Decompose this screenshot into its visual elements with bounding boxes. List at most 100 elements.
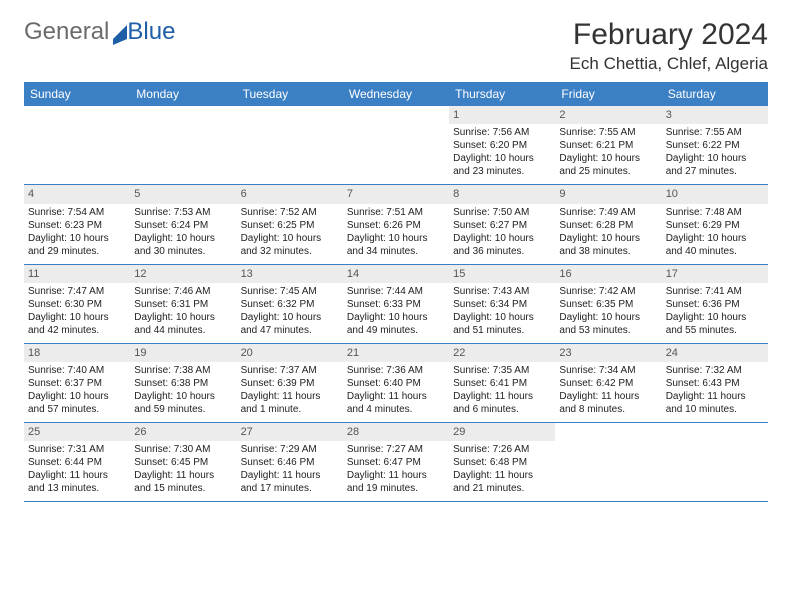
daylight-text: Daylight: 10 hours — [134, 311, 232, 324]
calendar-day-cell: 21Sunrise: 7:36 AMSunset: 6:40 PMDayligh… — [343, 343, 449, 422]
sunset-text: Sunset: 6:31 PM — [134, 298, 232, 311]
sunset-text: Sunset: 6:30 PM — [28, 298, 126, 311]
daylight-text: Daylight: 10 hours — [241, 232, 339, 245]
calendar-day-cell: 26Sunrise: 7:30 AMSunset: 6:45 PMDayligh… — [130, 423, 236, 502]
calendar-week-row: 4Sunrise: 7:54 AMSunset: 6:23 PMDaylight… — [24, 185, 768, 264]
calendar-header-row: SundayMondayTuesdayWednesdayThursdayFrid… — [24, 82, 768, 106]
sunrise-text: Sunrise: 7:36 AM — [347, 364, 445, 377]
daylight-text: Daylight: 10 hours — [453, 311, 551, 324]
day-number: 27 — [237, 423, 343, 441]
calendar-day-cell: 20Sunrise: 7:37 AMSunset: 6:39 PMDayligh… — [237, 343, 343, 422]
day-number: 1 — [449, 106, 555, 124]
day-header: Thursday — [449, 82, 555, 106]
sunset-text: Sunset: 6:37 PM — [28, 377, 126, 390]
daylight-text: Daylight: 10 hours — [666, 232, 764, 245]
daylight-text: Daylight: 10 hours — [28, 390, 126, 403]
sunset-text: Sunset: 6:44 PM — [28, 456, 126, 469]
sunrise-text: Sunrise: 7:43 AM — [453, 285, 551, 298]
sunset-text: Sunset: 6:21 PM — [559, 139, 657, 152]
sunset-text: Sunset: 6:34 PM — [453, 298, 551, 311]
day-number: 26 — [130, 423, 236, 441]
daylight-text: and 59 minutes. — [134, 403, 232, 416]
daylight-text: and 51 minutes. — [453, 324, 551, 337]
sunrise-text: Sunrise: 7:45 AM — [241, 285, 339, 298]
day-number: 18 — [24, 344, 130, 362]
calendar-day-cell: 1Sunrise: 7:56 AMSunset: 6:20 PMDaylight… — [449, 106, 555, 185]
daylight-text: Daylight: 10 hours — [347, 232, 445, 245]
calendar-day-cell: 3Sunrise: 7:55 AMSunset: 6:22 PMDaylight… — [662, 106, 768, 185]
day-number: 11 — [24, 265, 130, 283]
day-header: Sunday — [24, 82, 130, 106]
day-header: Wednesday — [343, 82, 449, 106]
daylight-text: and 23 minutes. — [453, 165, 551, 178]
sunset-text: Sunset: 6:41 PM — [453, 377, 551, 390]
title-block: February 2024 Ech Chettia, Chlef, Algeri… — [570, 18, 768, 74]
daylight-text: and 13 minutes. — [28, 482, 126, 495]
daylight-text: and 6 minutes. — [453, 403, 551, 416]
day-number: 22 — [449, 344, 555, 362]
day-number: 5 — [130, 185, 236, 203]
daylight-text: Daylight: 10 hours — [241, 311, 339, 324]
sunrise-text: Sunrise: 7:49 AM — [559, 206, 657, 219]
daylight-text: Daylight: 11 hours — [28, 469, 126, 482]
daylight-text: and 19 minutes. — [347, 482, 445, 495]
day-number: 2 — [555, 106, 661, 124]
sunset-text: Sunset: 6:43 PM — [666, 377, 764, 390]
day-header: Friday — [555, 82, 661, 106]
calendar-week-row: 18Sunrise: 7:40 AMSunset: 6:37 PMDayligh… — [24, 343, 768, 422]
sunrise-text: Sunrise: 7:41 AM — [666, 285, 764, 298]
daylight-text: Daylight: 11 hours — [453, 469, 551, 482]
sunrise-text: Sunrise: 7:50 AM — [453, 206, 551, 219]
daylight-text: Daylight: 10 hours — [559, 232, 657, 245]
sunrise-text: Sunrise: 7:47 AM — [28, 285, 126, 298]
calendar-empty-cell — [662, 423, 768, 502]
day-number: 14 — [343, 265, 449, 283]
daylight-text: Daylight: 10 hours — [453, 232, 551, 245]
calendar-day-cell: 19Sunrise: 7:38 AMSunset: 6:38 PMDayligh… — [130, 343, 236, 422]
calendar-empty-cell — [130, 106, 236, 185]
logo-text-blue: Blue — [127, 18, 175, 46]
sunset-text: Sunset: 6:27 PM — [453, 219, 551, 232]
logo: General Blue — [24, 18, 175, 46]
sunset-text: Sunset: 6:23 PM — [28, 219, 126, 232]
day-number: 24 — [662, 344, 768, 362]
calendar-body: 1Sunrise: 7:56 AMSunset: 6:20 PMDaylight… — [24, 106, 768, 502]
sunrise-text: Sunrise: 7:35 AM — [453, 364, 551, 377]
daylight-text: Daylight: 10 hours — [134, 232, 232, 245]
sunrise-text: Sunrise: 7:51 AM — [347, 206, 445, 219]
daylight-text: and 29 minutes. — [28, 245, 126, 258]
calendar-day-cell: 22Sunrise: 7:35 AMSunset: 6:41 PMDayligh… — [449, 343, 555, 422]
daylight-text: and 53 minutes. — [559, 324, 657, 337]
sunset-text: Sunset: 6:26 PM — [347, 219, 445, 232]
calendar-table: SundayMondayTuesdayWednesdayThursdayFrid… — [24, 82, 768, 502]
daylight-text: and 38 minutes. — [559, 245, 657, 258]
logo-text-general: General — [24, 18, 109, 46]
calendar-page: General Blue February 2024 Ech Chettia, … — [0, 0, 792, 514]
daylight-text: and 10 minutes. — [666, 403, 764, 416]
daylight-text: and 32 minutes. — [241, 245, 339, 258]
daylight-text: and 15 minutes. — [134, 482, 232, 495]
day-number: 20 — [237, 344, 343, 362]
day-number: 12 — [130, 265, 236, 283]
day-number: 9 — [555, 185, 661, 203]
daylight-text: and 30 minutes. — [134, 245, 232, 258]
calendar-day-cell: 24Sunrise: 7:32 AMSunset: 6:43 PMDayligh… — [662, 343, 768, 422]
sunrise-text: Sunrise: 7:55 AM — [666, 126, 764, 139]
calendar-empty-cell — [343, 106, 449, 185]
location-subtitle: Ech Chettia, Chlef, Algeria — [570, 54, 768, 74]
sunset-text: Sunset: 6:32 PM — [241, 298, 339, 311]
calendar-empty-cell — [237, 106, 343, 185]
sunset-text: Sunset: 6:22 PM — [666, 139, 764, 152]
sunset-text: Sunset: 6:40 PM — [347, 377, 445, 390]
sunset-text: Sunset: 6:48 PM — [453, 456, 551, 469]
day-header: Tuesday — [237, 82, 343, 106]
daylight-text: Daylight: 10 hours — [559, 311, 657, 324]
daylight-text: Daylight: 10 hours — [559, 152, 657, 165]
daylight-text: and 34 minutes. — [347, 245, 445, 258]
sunrise-text: Sunrise: 7:55 AM — [559, 126, 657, 139]
daylight-text: Daylight: 11 hours — [241, 469, 339, 482]
calendar-day-cell: 18Sunrise: 7:40 AMSunset: 6:37 PMDayligh… — [24, 343, 130, 422]
calendar-day-cell: 4Sunrise: 7:54 AMSunset: 6:23 PMDaylight… — [24, 185, 130, 264]
sunset-text: Sunset: 6:25 PM — [241, 219, 339, 232]
daylight-text: Daylight: 10 hours — [134, 390, 232, 403]
